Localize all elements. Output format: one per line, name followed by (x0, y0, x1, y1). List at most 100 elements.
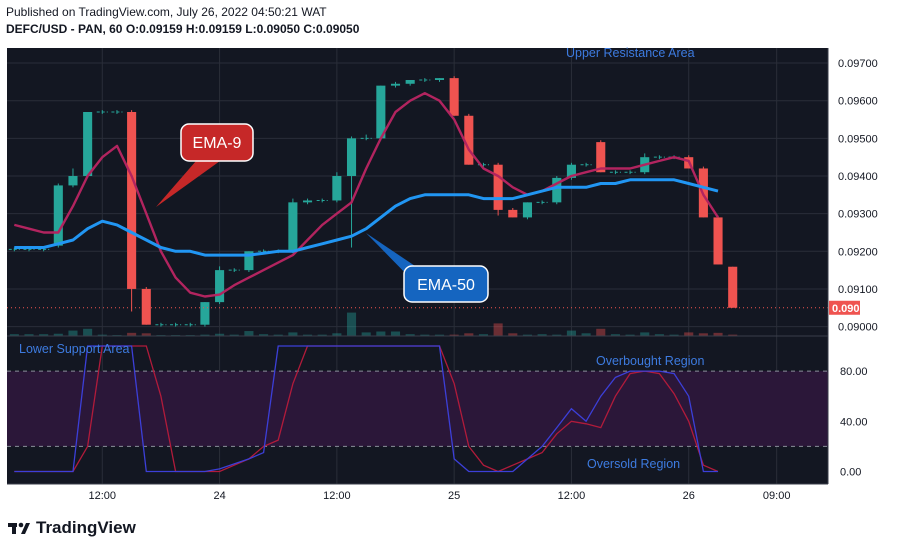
volume-bar (229, 334, 239, 336)
volume-bar (24, 334, 34, 336)
candle-body (141, 288, 151, 325)
candle-body (449, 78, 459, 116)
volume-bar (405, 334, 415, 336)
time-tick-label: 24 (213, 490, 225, 502)
oscillator-tick-label: 80.00 (840, 366, 868, 378)
price-tick-label: 0.09200 (838, 246, 878, 258)
volume-bar (141, 333, 151, 336)
oscillator-pane (7, 345, 828, 473)
ema-layer (7, 92, 828, 309)
candle-body (83, 112, 93, 176)
volume-bar (434, 334, 445, 336)
volume-bar (127, 332, 137, 336)
volume-bar (581, 333, 591, 336)
volume-bar (97, 334, 107, 336)
time-tick-label: 12:00 (89, 490, 117, 502)
volume-bar (625, 334, 635, 336)
volume-bar (215, 333, 225, 336)
oscillator-band (7, 371, 828, 447)
volume-bar (420, 334, 430, 336)
axis-layer: 0.09000 0.09100 0.09200 0.09300 0.09400 0.095… (89, 58, 878, 502)
volume-bar (654, 334, 664, 336)
volume-bar (39, 334, 49, 336)
candle-body (244, 251, 254, 271)
time-tick-label: 25 (448, 490, 460, 502)
lower-support-label: Lower Support Area (19, 342, 130, 356)
overbought-label: Overbought Region (596, 354, 704, 368)
time-tick-label: 12:00 (323, 490, 351, 502)
candle-body (434, 78, 445, 80)
oscillator-tick-label: 40.00 (840, 416, 868, 428)
ema9-callout-text: EMA-9 (193, 135, 242, 152)
ohlc-low-value: 0.09050 (256, 22, 301, 36)
candle-body (200, 302, 210, 325)
ohlc-open-value: 0.09159 (139, 22, 183, 36)
candle-body (713, 217, 723, 265)
volume-bar (317, 334, 327, 336)
candle-body (332, 176, 342, 201)
volume-bar (390, 331, 401, 336)
volume-bar (288, 332, 298, 336)
candle-body (522, 202, 533, 218)
ema9-line (13, 92, 720, 298)
volume-bar (522, 334, 533, 336)
volume-bar (53, 333, 63, 336)
price-tick-label: 0.09500 (838, 133, 878, 145)
time-tick-label: 12:00 (558, 490, 586, 502)
volume-bar (508, 333, 518, 336)
volume-bar (698, 333, 708, 336)
volume-bar (596, 328, 606, 336)
time-tick-label: 09:00 (763, 490, 791, 502)
ema50-callout-text: EMA-50 (417, 277, 475, 294)
volume-bar (566, 330, 576, 336)
ohlc-high-value: 0.09159 (198, 22, 242, 36)
volume-bar (361, 332, 371, 336)
ohlc-low-label: L: (245, 22, 257, 36)
candle-body (493, 164, 503, 210)
volume-bar (273, 334, 283, 336)
candle-body (464, 115, 474, 165)
volume-bar (244, 331, 254, 336)
volume-bar (464, 333, 474, 336)
time-tick-label: 26 (683, 490, 695, 502)
symbol-ohlc-line: DEFC/USD - PAN, 60 O:0.09159 H:0.09159 L… (6, 22, 359, 36)
ema50-callout: EMA-50 (366, 233, 489, 303)
candle-body (390, 83, 401, 86)
candle-body (127, 112, 137, 289)
volume-bar (684, 332, 694, 336)
candle-body (376, 85, 386, 139)
tradingview-logo-icon (8, 522, 30, 534)
candle-body (405, 80, 415, 84)
volume-bar (9, 334, 19, 336)
volume-layer (9, 312, 738, 336)
published-line: Published on TradingView.com, July 26, 2… (6, 5, 327, 19)
volume-bar (552, 334, 562, 336)
volume-bar (493, 323, 503, 336)
chart-area[interactable]: 0.09000 0.09100 0.09200 0.09300 0.09400 0.095… (0, 40, 900, 512)
ema9-callout: EMA-9 (156, 123, 254, 207)
chart-svg[interactable]: 0.09000 0.09100 0.09200 0.09300 0.09400 0.095… (0, 40, 900, 512)
volume-bar (200, 334, 210, 336)
ema50-line (14, 178, 719, 257)
oversold-label: Oversold Region (587, 457, 680, 471)
volume-bar (669, 334, 679, 336)
last-price-tag: 0.09050 (829, 300, 872, 315)
footer-brand: TradingView (8, 516, 136, 540)
candle-body (346, 138, 357, 176)
candle-body (596, 142, 606, 173)
price-tick-label: 0.09400 (838, 171, 878, 183)
volume-bar (610, 334, 620, 336)
brand-name: TradingView (36, 518, 136, 537)
volume-bar (83, 328, 93, 336)
price-tick-label: 0.09700 (838, 58, 878, 70)
symbol-label: DEFC/USD - PAN, 60 (6, 22, 123, 36)
volume-bar (376, 331, 386, 336)
candle-body (302, 200, 313, 203)
price-tick-label: 0.09600 (838, 96, 878, 108)
upper-resistance-label: Upper Resistance Area (566, 46, 695, 60)
volume-bar (640, 332, 650, 336)
ohlc-close-label: C: (303, 22, 317, 36)
candle-body (68, 176, 78, 186)
volume-bar (332, 333, 342, 336)
candle-body (728, 266, 738, 308)
